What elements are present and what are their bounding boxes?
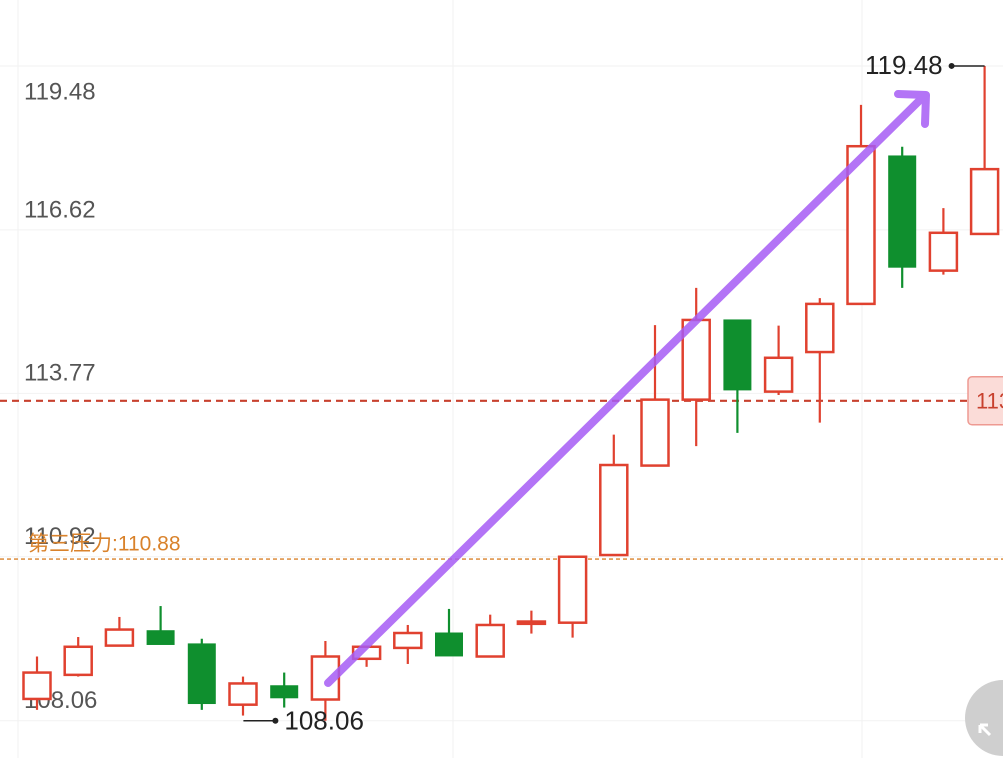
zoom-icon: [978, 723, 992, 737]
candle-body: [516, 620, 547, 626]
min-label: 108.06: [284, 706, 364, 736]
candle-body: [187, 643, 216, 705]
candle-body: [805, 302, 835, 354]
candle-body: [228, 682, 258, 706]
y-tick-label: 113.77: [24, 360, 96, 387]
y-tick-label: 110.92: [24, 523, 96, 550]
price-tag-label: 113: [976, 389, 1003, 414]
candle-body: [599, 463, 629, 557]
arrow-head: [894, 90, 930, 128]
candle-body: [888, 155, 917, 268]
candle-body: [928, 231, 959, 272]
candle-body: [393, 631, 423, 650]
max-marker-dot: [948, 62, 955, 69]
zoom-button[interactable]: [965, 680, 1003, 756]
candle-body: [723, 319, 752, 391]
candle-body: [104, 628, 135, 647]
resistance-label: 第三压力:110.88: [28, 533, 181, 556]
candle-body: [475, 623, 505, 658]
y-tick-label: 119.48: [24, 78, 96, 105]
trend-arrow: [324, 90, 930, 687]
max-label: 119.48: [865, 50, 943, 80]
candle-body: [22, 671, 52, 701]
plot: 108.06 110.92 113.77 116.62 119.48 第三压力:110.8…: [0, 50, 1003, 736]
y-tick-label: 116.62: [24, 196, 96, 223]
arrow-shaft: [324, 94, 926, 687]
candle-body: [557, 555, 588, 624]
candle-body: [435, 632, 463, 657]
candle-body: [270, 685, 299, 699]
candle-body: [640, 398, 670, 467]
candle-body: [63, 645, 93, 677]
price-tag: [967, 376, 1003, 426]
candle-body: [969, 167, 1000, 236]
candle-body: [763, 356, 794, 393]
candle-body: [146, 630, 175, 645]
min-marker-dot: [272, 717, 279, 724]
